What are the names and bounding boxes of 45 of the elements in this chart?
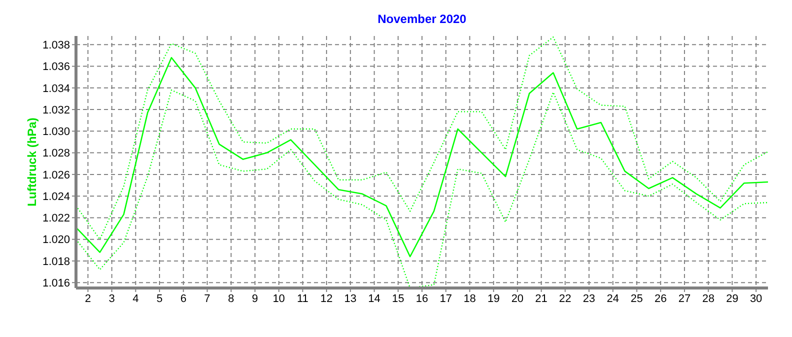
y-tick-label: 1.030 xyxy=(42,126,70,138)
y-tick-label: 1.018 xyxy=(42,256,70,268)
x-tick-label: 9 xyxy=(252,292,258,305)
x-tick-label: 17 xyxy=(440,292,452,305)
x-tick-label: 3 xyxy=(108,292,115,305)
x-tick-label: 4 xyxy=(132,292,139,305)
chart-title: November 2020 xyxy=(376,12,468,26)
y-tick-label: 1.036 xyxy=(42,61,70,74)
x-tick-label: 5 xyxy=(156,292,163,305)
y-tick-label: 1.020 xyxy=(42,234,70,246)
x-tick-label: 12 xyxy=(320,292,333,305)
x-tick-label: 10 xyxy=(272,292,285,305)
x-tick-label: 16 xyxy=(416,292,428,305)
x-tick-label: 7 xyxy=(204,292,210,305)
x-tick-label: 20 xyxy=(511,292,524,305)
x-tick-label: 8 xyxy=(228,292,234,305)
x-tick-label: 26 xyxy=(654,292,667,305)
y-axis-title: Luftdruck (hPa) xyxy=(25,118,39,206)
y-tick-label: 1.032 xyxy=(42,104,70,116)
x-tick-label: 28 xyxy=(702,292,714,305)
x-tick-label: 30 xyxy=(750,292,762,305)
x-tick-label: 25 xyxy=(630,292,643,305)
x-tick-label: 21 xyxy=(535,292,548,305)
x-tick-label: 18 xyxy=(464,292,476,305)
x-tick-label: 6 xyxy=(180,292,186,305)
line-series xyxy=(76,36,768,240)
x-tick-label: 19 xyxy=(487,292,500,305)
x-tick-label: 2 xyxy=(84,292,91,305)
y-tick-label: 1.024 xyxy=(42,190,70,203)
y-tick-label: 1.028 xyxy=(42,148,70,160)
x-tick-label: 14 xyxy=(368,292,380,305)
x-tick-label: 15 xyxy=(392,292,404,305)
y-tick-label: 1.038 xyxy=(42,40,70,52)
y-tick-label: 1.026 xyxy=(42,169,70,182)
x-tick-label: 27 xyxy=(678,292,691,305)
y-tick-label: 1.016 xyxy=(42,277,70,290)
x-tick-label: 29 xyxy=(726,292,738,305)
x-tick-label: 13 xyxy=(344,292,357,305)
y-tick-label: 1.022 xyxy=(42,212,70,225)
x-tick-label: 22 xyxy=(559,292,572,305)
x-tick-label: 11 xyxy=(296,292,308,305)
x-tick-label: 24 xyxy=(606,292,620,305)
line-series xyxy=(76,56,768,258)
x-tick-label: 23 xyxy=(582,292,596,305)
y-tick-label: 1.034 xyxy=(42,82,70,95)
